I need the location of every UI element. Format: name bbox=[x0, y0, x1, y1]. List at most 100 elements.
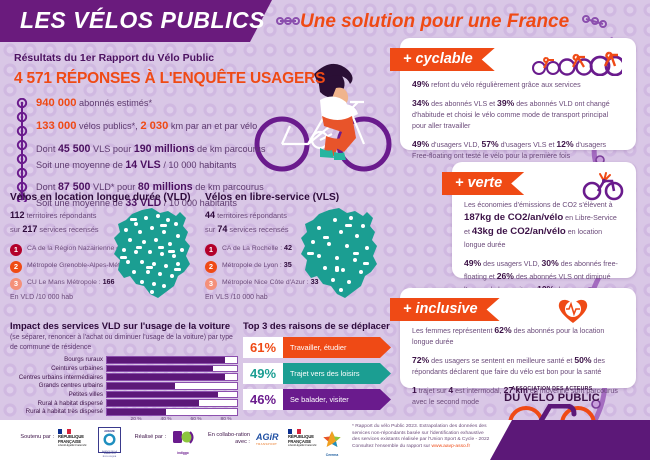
card-cyclable-p1: 49% refont du vélo régulièrement grâce a… bbox=[412, 78, 624, 91]
footer-accent-shape bbox=[490, 420, 650, 460]
cyclable-p2-b1: 34% bbox=[412, 98, 430, 109]
card-inclusive-p3: 1 trajet sur 4 est intermodal, 27 km en … bbox=[412, 384, 624, 408]
chart-axis: 20 % 40 % 60 % 80 % bbox=[10, 417, 238, 426]
incl-p3-b2: 4 bbox=[448, 384, 454, 395]
chart-bar-track bbox=[106, 364, 238, 373]
verte-p1-t2: en Libre-Service et bbox=[464, 213, 617, 237]
vls-l2-post: / 10 000 habitants bbox=[163, 159, 237, 170]
chart-axis-tick: 40 % bbox=[161, 417, 172, 422]
vls-l1-mid: VLS pour bbox=[92, 143, 132, 154]
logo-agir: AGiR TRANSPORT bbox=[256, 432, 279, 446]
vld-l1-pre: Dont bbox=[36, 181, 56, 192]
verte-p1-t1: Les économies d'émissions de CO2 s'élève… bbox=[464, 201, 613, 209]
rank-row: 2 Métropole de Lyon : 35 bbox=[205, 260, 391, 273]
vld-sub-pre2: sur bbox=[10, 224, 23, 234]
rank-value-2: 35 bbox=[283, 260, 292, 269]
panel-vls-ranks: 1 CA de La Rochelle : 42 2 Métropole de … bbox=[205, 243, 391, 290]
rank-row: 3 Métropole Nice Côte d'Azur : 33 bbox=[205, 277, 391, 290]
cyclist-illustration bbox=[254, 63, 392, 172]
logo-rf-motto-2: Liberté Égalité Fraternité bbox=[288, 444, 317, 447]
chart-bar-track bbox=[106, 382, 238, 390]
france-map-vls bbox=[301, 208, 377, 298]
stat-abonnes: 940 000 abonnés estimés* bbox=[36, 96, 384, 112]
vld-sub-t1: territoires répondants bbox=[26, 211, 97, 220]
heart-pulse-icon bbox=[558, 299, 588, 323]
incl-p3-t3: en moyenne sont parcourus avec le second… bbox=[412, 386, 618, 406]
top3-label-2: Se balader, visiter bbox=[290, 395, 349, 404]
chart-bar-label: Rural à habitat très dispersé bbox=[25, 408, 103, 416]
stat-vld-line1: Dont 87 500 VLD* pour 80 millions de km … bbox=[36, 180, 384, 195]
footnote-url-link[interactable]: www.aavp-asso.fr bbox=[431, 443, 471, 449]
panel-vls: Vélos en libre-service (VLS) 44 territoi… bbox=[205, 192, 391, 301]
logo-ademe: ADEME AGENCE DE LA TRANSITION ÉCOLOGIQUE bbox=[98, 427, 121, 458]
panel-vld-title: Vélos en location longue durée (VLD) bbox=[10, 192, 191, 203]
logo-cerema: Cerema bbox=[322, 430, 342, 457]
rank-name-2: Métropole Grenoble-Alpes-Métropole : bbox=[27, 262, 145, 269]
vls-sub-pre2: sur bbox=[205, 224, 218, 234]
chart-bar-track bbox=[106, 373, 238, 381]
rank-text-1: CA de La Rochelle : 42 bbox=[222, 243, 292, 254]
vld-l2-post: / 10 000 habitants bbox=[163, 197, 237, 208]
top3-pct-0: 61% bbox=[243, 337, 283, 358]
card-inclusive: + inclusive Les femmes représentent 62% … bbox=[400, 288, 636, 406]
chart-bar-track bbox=[106, 390, 238, 399]
chain-decor-icon bbox=[276, 17, 300, 25]
chart-subtitle: (se séparer, renoncer à l'achat ou dimin… bbox=[10, 334, 233, 351]
stat-velos-value: 133 000 bbox=[36, 119, 77, 132]
chart-bar-label: Petites villes bbox=[68, 391, 103, 399]
intro-block: Résultats du 1er Rapport du Vélo Public … bbox=[14, 52, 384, 212]
logo-republique-francaise-2: RÉPUBLIQUE FRANÇAISE Liberté Égalité Fra… bbox=[288, 429, 318, 448]
incl-p2-t2: des répondants déclarent que faire du vé… bbox=[412, 356, 605, 376]
page-title: LES VÉLOS PUBLICS bbox=[20, 7, 265, 33]
chart-bar-row: Centres urbains intermédiaires bbox=[10, 373, 238, 381]
top3-label-1: Trajet vers des loisirs bbox=[290, 369, 360, 378]
cyclable-p3-b2: 57% bbox=[481, 138, 499, 149]
cyclable-p2-t1: des abonnés VLS et bbox=[429, 100, 498, 109]
cyclable-p2-t2: des abonnés VLD ont changé d'habitude et… bbox=[412, 100, 610, 130]
logo-indiggo: indiggo bbox=[172, 430, 194, 455]
footnote-l2: services non-répondants basée sur l'iden… bbox=[352, 430, 484, 436]
chart-bar-row: Rural à habitat très dispersé bbox=[10, 408, 238, 416]
header-banner-shape bbox=[0, 0, 272, 42]
incl-p1-t2: des abonnés pour la location longue duré… bbox=[412, 327, 605, 347]
rank-row: 1 CA de La Rochelle : 42 bbox=[205, 243, 391, 256]
incl-p2-b2: 50% bbox=[574, 354, 592, 365]
verte-p1-big2: 43kg de CO2/an/vélo bbox=[471, 226, 566, 238]
incl-p1-t1: Les femmes représentent bbox=[412, 327, 495, 335]
chart-bar-label: Bourgs ruraux bbox=[64, 356, 103, 364]
panel-vld-sub: 112 territoires répondants sur 217 servi… bbox=[10, 209, 202, 236]
vls-l2-pre: Soit une moyenne de bbox=[36, 159, 123, 170]
rank-badge-3: 3 bbox=[10, 278, 22, 290]
card-cyclable-ribbon: + cyclable bbox=[390, 48, 495, 71]
rank-text-3: Métropole Nice Côte d'Azur : 33 bbox=[222, 277, 319, 288]
top3-item-1: 49% Trajet vers des loisirs bbox=[243, 363, 391, 384]
footnote-l4: Consultez l'ensemble du rapport sur bbox=[352, 443, 432, 449]
vls-sub-t1: territoires répondants bbox=[217, 211, 287, 220]
chain-decor-right-icon bbox=[582, 15, 607, 28]
chart-bar-fill bbox=[107, 409, 167, 415]
vld-sub-v2: 217 bbox=[22, 223, 38, 234]
chart-bar-label: Ceintures urbaines bbox=[51, 365, 103, 373]
chart-bar-row: Ceintures urbaines bbox=[10, 364, 238, 373]
incl-p2-b1: 72% bbox=[412, 354, 430, 365]
incl-p1-b1: 62% bbox=[494, 325, 512, 335]
cyclable-p1-t1: refont du vélo régulièrement grâce aux s… bbox=[429, 81, 581, 89]
vld-l1-v1: 87 500 bbox=[57, 180, 91, 193]
rank-value-1: 42 bbox=[283, 243, 292, 252]
vld-l2-v: 33 VLD bbox=[125, 196, 162, 209]
top3-pct-2: 46% bbox=[243, 389, 283, 410]
rank-badge-1: 1 bbox=[10, 244, 22, 256]
verte-p1-t3: en location longue durée bbox=[464, 228, 603, 249]
panel-vls-title: Vélos en libre-service (VLS) bbox=[205, 192, 340, 203]
verte-p2-b3: 26% bbox=[496, 270, 514, 281]
vls-l1-v1: 45 500 bbox=[57, 142, 91, 155]
rank-value-3: 33 bbox=[310, 277, 319, 286]
ademe-globe-icon bbox=[103, 433, 116, 446]
rank-row: 3 CU Le Mans Métropole : 166 bbox=[10, 277, 202, 290]
card-inclusive-p1: Les femmes représentent 62% des abonnés … bbox=[412, 324, 624, 348]
top3-pct-1: 49% bbox=[243, 363, 283, 384]
stat-velos: 133 000 vélos publics*, 2 030 km par an … bbox=[36, 119, 384, 135]
card-inclusive-p2: 72% des usagers se sentent en meilleure … bbox=[412, 354, 624, 378]
aavp-logo-big: DU VÉLO PUBLIC bbox=[504, 392, 600, 404]
rank-name-1: CA de la Région Nazairienne et de l'Estu… bbox=[27, 245, 167, 252]
